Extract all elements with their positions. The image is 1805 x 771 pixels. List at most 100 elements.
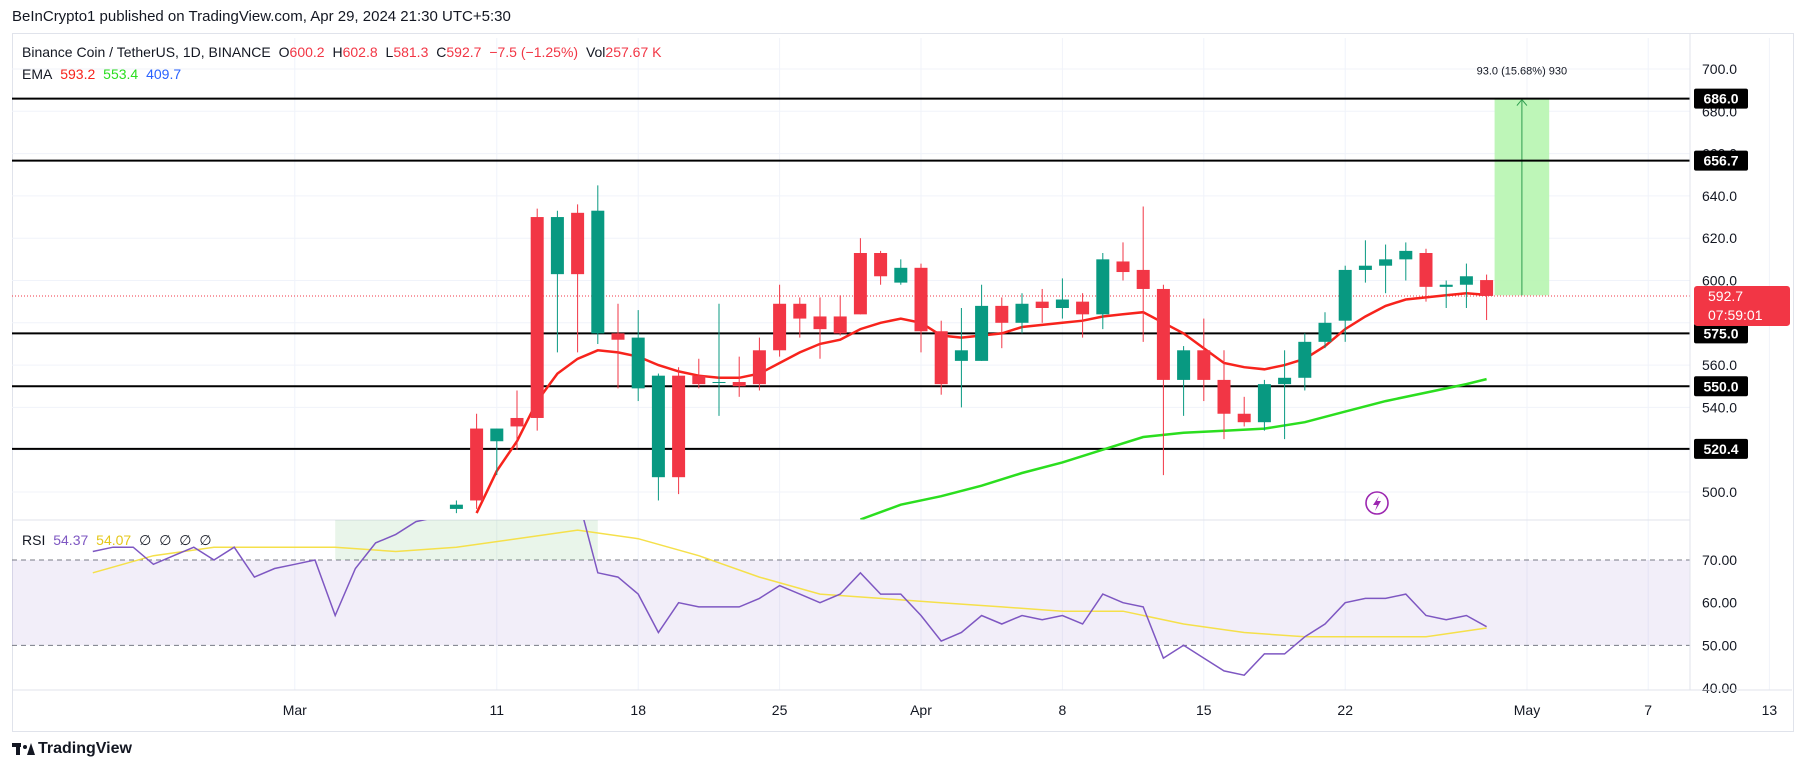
y-tick-label: 540.0 (1702, 399, 1737, 415)
level-tag-label: 575.0 (1703, 325, 1738, 341)
candle-body[interactable] (470, 428, 484, 501)
candle-body[interactable] (1419, 253, 1433, 287)
tradingview-brand: TradingView (38, 740, 132, 757)
ema-fast-value: 593.2 (60, 66, 96, 82)
rsi-overbought-fill (335, 520, 598, 560)
candle-body[interactable] (611, 333, 625, 340)
candle-body[interactable] (732, 382, 746, 387)
rsi-ma-line[interactable] (92, 529, 1487, 638)
candle-body[interactable] (591, 210, 605, 334)
candle-body[interactable] (1318, 322, 1332, 342)
x-tick-label: 18 (630, 702, 646, 718)
target-label: 93.0 (15.68%) 930 (1477, 66, 1568, 78)
candle-body[interactable] (550, 217, 564, 275)
candle-body[interactable] (1237, 413, 1251, 423)
ema-slow-line[interactable] (859, 377, 1487, 520)
candle-body[interactable] (1298, 341, 1312, 378)
y-tick-label: 600.0 (1702, 273, 1737, 289)
candle-body[interactable] (1197, 350, 1211, 380)
candle-body[interactable] (813, 316, 827, 330)
candle-body[interactable] (1055, 299, 1069, 308)
rsi-legend: RSI 54.37 54.07 ∅ ∅ ∅ ∅ (22, 532, 216, 549)
candle-body[interactable] (490, 428, 504, 442)
rsi-empty-3: ∅ (179, 532, 192, 548)
candle-body[interactable] (934, 331, 948, 385)
change-value: −7.5 (−1.25%) (489, 44, 579, 60)
rsi-value: 54.37 (53, 532, 89, 548)
candle-body[interactable] (651, 375, 665, 478)
candle-body[interactable] (914, 267, 928, 332)
candle-body[interactable] (1116, 261, 1130, 273)
candle-body[interactable] (833, 316, 847, 334)
candle-body[interactable] (1399, 250, 1413, 260)
ohlc-legend: Binance Coin / TetherUS, 1D, BINANCE O60… (22, 44, 665, 60)
candle-body[interactable] (692, 375, 706, 385)
x-tick-label: 11 (490, 702, 505, 718)
candle-body[interactable] (1459, 276, 1473, 285)
candle-body[interactable] (1358, 265, 1372, 270)
x-tick-label: 8 (1059, 702, 1067, 718)
x-tick-label: 7 (1644, 702, 1652, 718)
high-value: 602.8 (342, 44, 378, 60)
open-value: 600.2 (289, 44, 325, 60)
candle-body[interactable] (1480, 280, 1494, 296)
x-tick-label: 15 (1196, 702, 1212, 718)
candle-body[interactable] (793, 303, 807, 319)
level-tag (1694, 150, 1748, 171)
current-price-tag (1694, 285, 1790, 326)
close-value: 592.7 (446, 44, 482, 60)
candle-body[interactable] (1257, 384, 1271, 423)
y-tick-label: 560.0 (1702, 357, 1737, 373)
candle-body[interactable] (874, 253, 888, 277)
volume-label: Vol (585, 44, 606, 60)
candle-body[interactable] (995, 305, 1009, 323)
candle-body[interactable] (1439, 284, 1453, 287)
candle-body[interactable] (449, 504, 463, 509)
level-tag-label: 656.7 (1703, 153, 1738, 169)
candle-body[interactable] (1379, 259, 1393, 266)
rsi-empty-2: ∅ (159, 532, 172, 548)
lightning-icon[interactable] (1365, 491, 1389, 515)
tradingview-footer[interactable]: TradingView (12, 740, 132, 758)
candle-body[interactable] (1338, 269, 1352, 321)
candle-body[interactable] (1177, 350, 1191, 380)
symbol-title[interactable]: Binance Coin / TetherUS, 1D, BINANCE (22, 44, 271, 60)
candle-body[interactable] (1096, 259, 1110, 315)
candle-body[interactable] (853, 253, 867, 315)
x-tick-label: May (1514, 702, 1540, 718)
candle-body[interactable] (1136, 269, 1150, 289)
candle-body[interactable] (894, 267, 908, 283)
level-tag (1694, 438, 1748, 459)
candle-body[interactable] (752, 350, 766, 385)
candle-body[interactable] (1156, 288, 1170, 380)
level-tag-label: 686.0 (1703, 91, 1738, 107)
rsi-tick-label: 50.00 (1702, 637, 1737, 653)
candle-body[interactable] (530, 217, 544, 418)
candle-body[interactable] (510, 417, 524, 427)
rsi-line[interactable] (92, 479, 1487, 677)
candle-body[interactable] (1076, 301, 1090, 315)
current-price-label: 592.7 (1708, 288, 1743, 304)
published-caption: BeInCrypto1 published on TradingView.com… (12, 8, 511, 25)
candle-body[interactable] (1035, 301, 1049, 308)
candle-body[interactable] (773, 303, 787, 351)
rsi-label[interactable]: RSI (22, 532, 46, 548)
candle-body[interactable] (1015, 303, 1029, 323)
candle-body[interactable] (954, 350, 968, 361)
candle-body[interactable] (1217, 379, 1231, 414)
rsi-empty-4: ∅ (199, 532, 212, 548)
candle-body[interactable] (631, 337, 645, 389)
candle-body[interactable] (712, 382, 726, 384)
ema-slow-value: 553.4 (103, 66, 139, 82)
ema-label[interactable]: EMA (22, 66, 53, 82)
rsi-empty-1: ∅ (139, 532, 152, 548)
candle-body[interactable] (672, 375, 686, 478)
rsi-tick-label: 60.00 (1702, 595, 1737, 611)
level-tag (1694, 323, 1748, 344)
candle-body[interactable] (1278, 377, 1292, 385)
low-value: 581.3 (393, 44, 429, 60)
candle-body[interactable] (571, 212, 585, 275)
candle-body[interactable] (975, 305, 989, 361)
level-tag-label: 520.4 (1703, 441, 1738, 457)
